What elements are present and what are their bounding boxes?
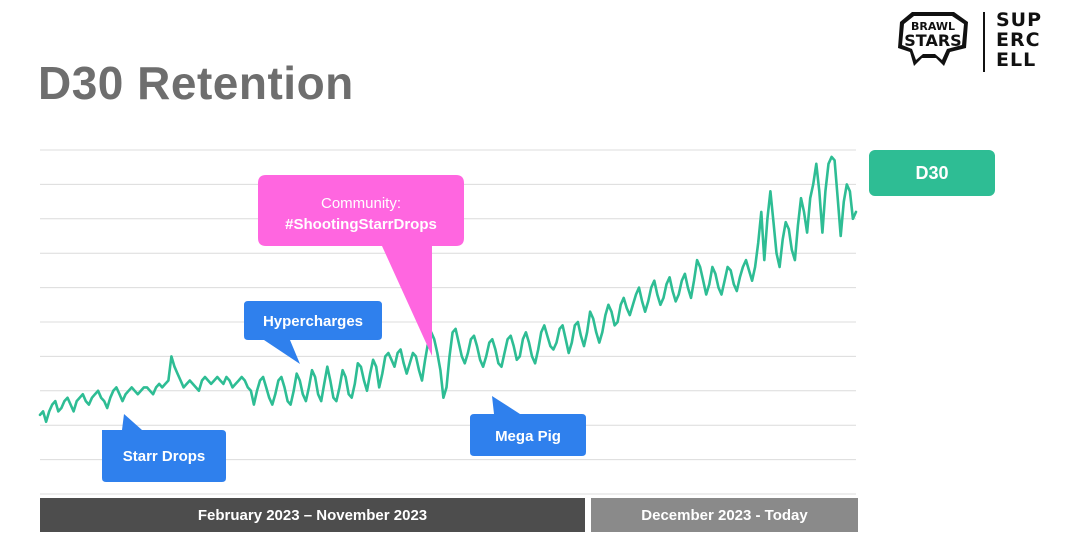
period-bar-dec-2023-today: December 2023 - Today [591, 498, 858, 532]
callout-starr-drops: Starr Drops [102, 414, 226, 482]
callout-starr-drops-label: Starr Drops [123, 448, 206, 465]
logo-bs-line2: STARS [904, 31, 961, 50]
logo-sc-line1: SUP [996, 9, 1043, 31]
callout-community-hashtag: #ShootingStarrDrops [285, 216, 437, 233]
brawl-stars-logo: BRAWL STARS [898, 12, 968, 66]
logo-divider [983, 12, 985, 72]
callout-mega-pig: Mega Pig [470, 396, 586, 456]
callout-mega-pig-box [470, 396, 586, 456]
logo-bs-line1: BRAWL [911, 20, 955, 33]
period-bar-feb-nov-2023: February 2023 – November 2023 [40, 498, 585, 532]
callout-hypercharges: Hypercharges [244, 301, 382, 364]
logo-sc-line3: ELL [996, 49, 1037, 71]
slide-title: D30 Retention [38, 57, 354, 109]
callout-community-box [258, 175, 464, 356]
callout-starr-drops-box [102, 414, 226, 482]
legend-d30: D30 [869, 150, 995, 196]
callout-community-label: Community: [321, 195, 401, 212]
chart-grid [40, 149, 856, 495]
logo-sc-line2: ERC [996, 29, 1041, 51]
callout-hypercharges-label: Hypercharges [263, 313, 363, 330]
callout-hypercharges-box [244, 301, 382, 364]
callout-community: Community: #ShootingStarrDrops [258, 175, 464, 356]
supercell-logo: SUP ERC ELL [996, 10, 1074, 70]
callout-mega-pig-label: Mega Pig [495, 428, 561, 445]
series-line-d30 [38, 155, 858, 424]
